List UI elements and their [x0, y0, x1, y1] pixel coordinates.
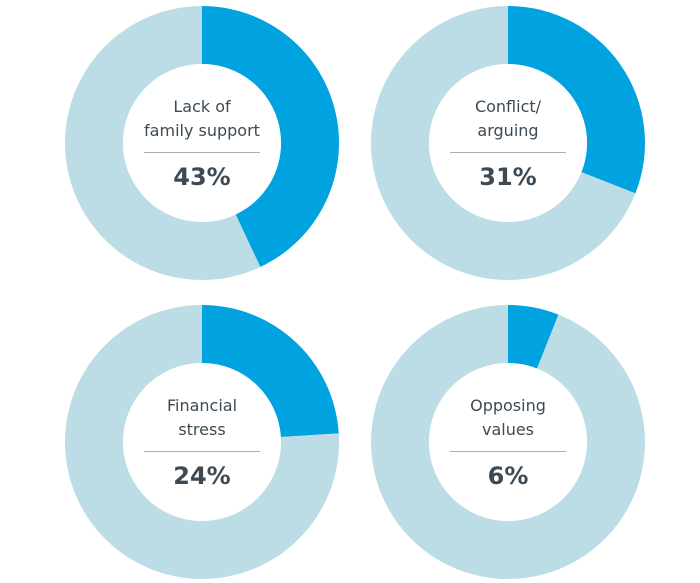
donut-hole	[123, 64, 281, 222]
donut-slice-highlight	[508, 305, 559, 369]
donut-hole	[429, 64, 587, 222]
donut-svg	[65, 305, 340, 579]
donut-slice-remainder	[65, 305, 340, 579]
donut-center: Conflict/ arguing 31%	[430, 95, 586, 191]
donut-slice-highlight	[202, 305, 339, 438]
donut-hole	[123, 363, 281, 521]
donut-percent-value: 6%	[487, 462, 529, 490]
divider-line	[144, 451, 260, 452]
donut-svg	[371, 6, 645, 280]
donut-percent-value: 43%	[173, 163, 231, 191]
donut-percent-value: 24%	[173, 462, 231, 490]
donut-hole	[429, 363, 587, 521]
donut-chart-opposing-values: Opposing values 6%	[368, 302, 648, 582]
donut-slice-remainder	[64, 6, 261, 280]
donut-slice-highlight	[202, 6, 339, 267]
donut-slice-remainder	[370, 305, 645, 579]
donut-center: Financial stress 24%	[124, 394, 280, 490]
donut-chart-conflict-arguing: Conflict/ arguing 31%	[368, 3, 648, 283]
divider-line	[144, 152, 260, 153]
donut-percent-value: 31%	[479, 163, 537, 191]
divider-line	[450, 451, 566, 452]
donut-slice-remainder	[371, 6, 636, 280]
donut-chart-financial-stress: Financial stress 24%	[62, 302, 342, 582]
donut-center: Lack of family support 43%	[124, 95, 280, 191]
donut-category-label: Conflict/ arguing	[474, 97, 542, 140]
donut-center: Opposing values 6%	[430, 394, 586, 490]
donut-svg	[370, 305, 645, 579]
donut-slice-highlight	[508, 6, 645, 194]
donut-chart-lack-of-family-support: Lack of family support 43%	[62, 3, 342, 283]
donut-category-label: Opposing values	[470, 396, 546, 439]
donut-category-label: Financial stress	[166, 396, 238, 439]
donut-svg	[64, 6, 339, 280]
divider-line	[450, 152, 566, 153]
donut-category-label: Lack of family support	[144, 97, 260, 140]
